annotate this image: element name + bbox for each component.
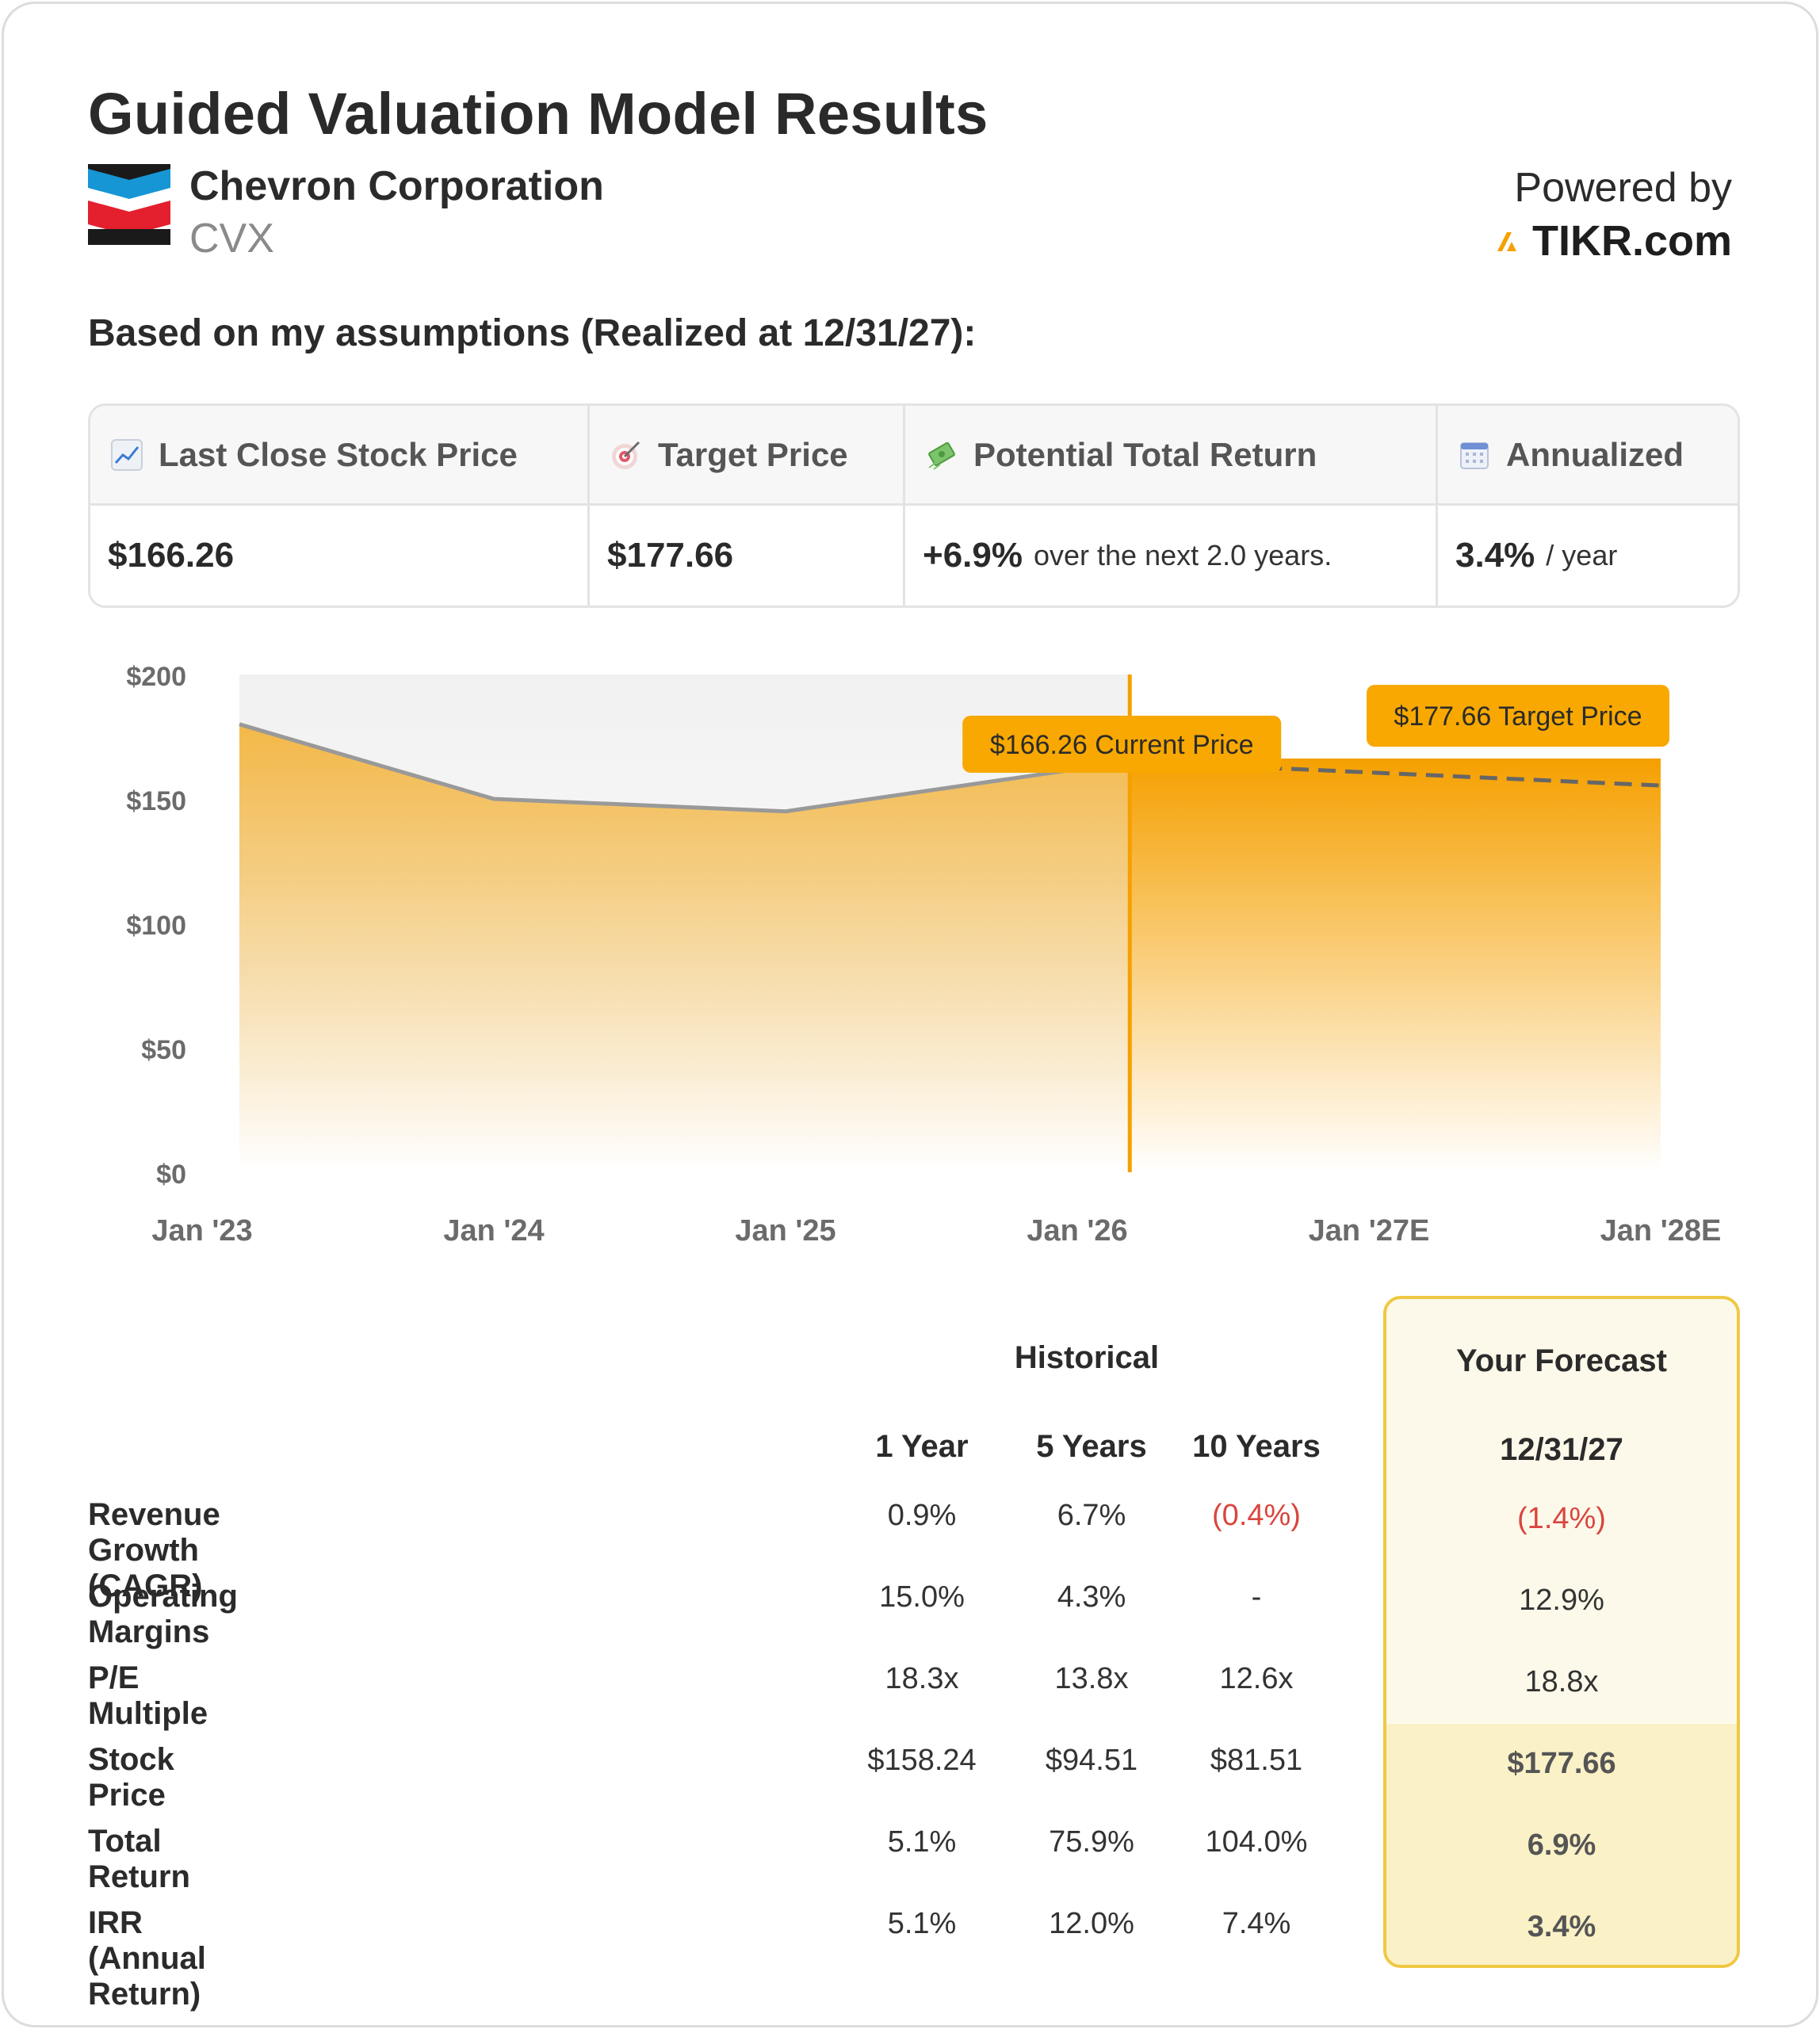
summary-total-return: Potential Total Return +6.9% over the ne… xyxy=(905,406,1438,606)
table-cell: $94.51 xyxy=(1045,1744,1138,1777)
row-label: Revenue Growth (CAGR) xyxy=(88,1497,220,1603)
row-label: Stock Price xyxy=(88,1742,174,1813)
total-return-suffix: over the next 2.0 years. xyxy=(1033,539,1332,571)
total-return-value: +6.9% xyxy=(923,536,1023,575)
table-cell: 15.0% xyxy=(879,1580,965,1614)
chevron-logo-icon xyxy=(88,164,170,245)
summary-annualized: Annualized 3.4% / year xyxy=(1438,406,1738,606)
table-cell: 5.1% xyxy=(887,1825,957,1859)
powered-by-label: Powered by xyxy=(1514,165,1732,211)
table-cell: 75.9% xyxy=(1049,1825,1134,1859)
row-label: IRR (Annual Return) xyxy=(88,1905,206,2012)
y-tick-label: $200 xyxy=(126,662,186,692)
assumptions-heading: Based on my assumptions (Realized at 12/… xyxy=(88,312,977,354)
x-tick-label: Jan '28E xyxy=(1600,1214,1722,1248)
summary-target: Target Price $177.66 xyxy=(590,406,905,606)
summary-last-close: Last Close Stock Price $166.26 xyxy=(90,406,590,606)
col-header-5-years: 5 Years xyxy=(1036,1429,1147,1464)
forecast-cell: 3.4% xyxy=(1527,1910,1596,1943)
table-cell: $158.24 xyxy=(867,1744,977,1777)
price-chart: $0 $50 $100 $150 $200 Jan '23 Jan '24 Jan '25 Ja… xyxy=(126,662,1722,1248)
last-close-label: Last Close Stock Price xyxy=(159,435,518,473)
row-label: Total Return xyxy=(88,1824,190,1894)
col-header-10-years: 10 Years xyxy=(1192,1429,1321,1464)
forecast-area xyxy=(1130,758,1661,1172)
y-tick-label: $150 xyxy=(126,786,186,816)
table-cell: 12.6x xyxy=(1219,1662,1294,1695)
chart-up-icon xyxy=(111,438,143,471)
x-tick-label: Jan '26 xyxy=(1027,1214,1127,1248)
target-label: Target Price xyxy=(658,435,848,473)
price-annotation-label: $177.66 Target Price xyxy=(1394,701,1642,732)
price-annotation-box xyxy=(962,715,1282,773)
price-annotation-label: $166.26 Current Price xyxy=(990,730,1254,760)
forecast-header: Your Forecast xyxy=(1456,1343,1667,1378)
table-cell: - xyxy=(1251,1580,1262,1614)
y-tick-label: $100 xyxy=(126,911,186,941)
col-header-1-year: 1 Year xyxy=(875,1429,969,1464)
forecast-cell: (1.4%) xyxy=(1517,1502,1606,1535)
history-area xyxy=(239,724,1130,1172)
x-tick-label: Jan '23 xyxy=(151,1214,252,1248)
x-tick-label: Jan '24 xyxy=(443,1214,544,1248)
forecast-cell: 12.9% xyxy=(1519,1584,1604,1617)
x-tick-label: Jan '25 xyxy=(735,1214,835,1248)
table-cell: (0.4%) xyxy=(1212,1499,1301,1532)
col-header-forecast-date: 12/31/27 xyxy=(1500,1432,1623,1467)
table-cell: 18.3x xyxy=(885,1662,959,1695)
total-return-label: Potential Total Return xyxy=(973,435,1317,473)
table-cell: 12.0% xyxy=(1049,1907,1134,1940)
table-cell: 13.8x xyxy=(1054,1662,1129,1695)
annualized-value: 3.4% xyxy=(1455,536,1535,575)
y-tick-label: $50 xyxy=(141,1035,186,1065)
page-title: Guided Valuation Model Results xyxy=(88,81,988,147)
table-cell: 0.9% xyxy=(887,1499,957,1532)
company-name: Chevron Corporation xyxy=(189,163,604,209)
summary-table: Last Close Stock Price $166.26 Target Pr… xyxy=(88,403,1740,608)
target-value: $177.66 xyxy=(607,536,734,575)
forecast-cell: $177.66 xyxy=(1507,1747,1616,1780)
brand-name: TIKR.com xyxy=(1531,217,1732,265)
historical-header: Historical xyxy=(1014,1340,1160,1375)
table-cell: 104.0% xyxy=(1205,1825,1308,1859)
last-close-value: $166.26 xyxy=(108,536,235,575)
table-cell: 4.3% xyxy=(1057,1580,1126,1614)
money-icon xyxy=(928,441,955,470)
forecast-cell: 6.9% xyxy=(1527,1828,1596,1862)
x-tick-label: Jan '27E xyxy=(1309,1214,1430,1248)
row-label: P/E Multiple xyxy=(88,1660,208,1731)
y-tick-label: $0 xyxy=(156,1160,186,1190)
table-cell: $81.51 xyxy=(1210,1744,1303,1777)
forecast-cell: 18.8x xyxy=(1524,1665,1599,1698)
price-annotation-box xyxy=(1367,685,1669,747)
brand-link[interactable]: TIKR.com xyxy=(1496,216,1732,266)
table-cell: 5.1% xyxy=(887,1907,957,1940)
annualized-suffix: / year xyxy=(1546,539,1618,571)
calendar-icon xyxy=(1460,441,1489,469)
table-cell: 6.7% xyxy=(1057,1499,1126,1532)
forecast-panel xyxy=(1383,1296,1740,1968)
tikr-logo-icon xyxy=(1497,232,1516,251)
annualized-label: Annualized xyxy=(1506,435,1684,473)
company-ticker: CVX xyxy=(189,216,274,262)
row-label: Operating Margins xyxy=(88,1579,238,1649)
target-icon xyxy=(612,441,640,469)
table-cell: 7.4% xyxy=(1222,1907,1291,1940)
